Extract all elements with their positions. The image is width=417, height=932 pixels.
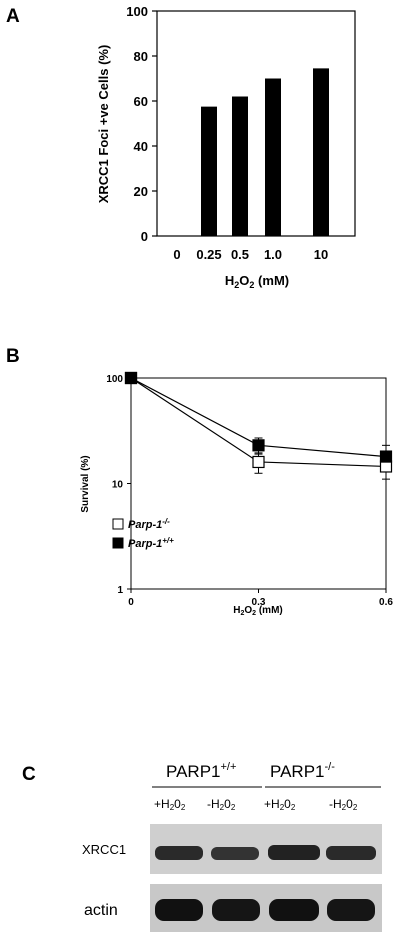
legend-open-square <box>112 518 124 530</box>
blot-band-actin-lane-3 <box>269 899 319 921</box>
y-tick-label: 100 <box>106 374 123 385</box>
y-tick-label: 0 <box>141 229 148 244</box>
x-tick-label: 0 <box>173 247 180 262</box>
bar <box>201 106 217 236</box>
panel-c-letter: C <box>22 764 36 785</box>
blot-band-actin-lane-4 <box>327 899 375 921</box>
y-tick-label: 20 <box>134 184 148 199</box>
bar <box>232 96 248 236</box>
y-tick-label: 1 <box>117 585 123 596</box>
x-tick-label: 0 <box>128 597 134 608</box>
x-tick-label: 0.6 <box>379 597 393 608</box>
chart-a-y-axis-label: XRCC1 Foci +ve Cells (%) <box>96 45 111 204</box>
blot-lane-1-label: +H202 <box>154 797 186 812</box>
blot-lane-3-label: +H202 <box>264 797 296 812</box>
chart-a-x-axis-label: H2O2 (mM) <box>225 273 289 290</box>
blot-group-label-wildtype: PARP1+/+ <box>166 761 236 781</box>
x-tick-label: 0.25 <box>196 247 221 262</box>
legend-label-parp-knockout: Parp-1-/- <box>128 517 170 531</box>
chart-b-legend: Parp-1-/- Parp-1+/+ <box>112 517 174 550</box>
data-point <box>379 450 393 463</box>
legend-label-parp-wildtype: Parp-1+/+ <box>128 536 174 550</box>
blot-band-xrcc1-lane-3 <box>268 845 320 860</box>
chart-b-plot-frame <box>130 377 387 590</box>
panel-b-letter: B <box>6 346 20 367</box>
chart-a-plot-frame <box>156 10 356 237</box>
chart-a-x-ticks: 0 0.25 0.5 1.0 10 <box>173 247 328 262</box>
legend-filled-square <box>112 537 124 549</box>
blot-band-xrcc1-lane-4 <box>326 846 376 860</box>
chart-b-series <box>124 371 393 480</box>
panel-c: C PARP1+/+ PARP1-/- +H202 -H202 +H202 -H… <box>22 761 382 932</box>
y-tick-label: 10 <box>112 480 124 491</box>
blot-band-actin-lane-1 <box>155 899 203 921</box>
chart-b-y-ticks: 1 10 100 <box>106 374 131 596</box>
chart-b-y-axis-label: Survival (%) <box>80 455 91 512</box>
x-tick-label: 0.5 <box>231 247 249 262</box>
data-point <box>252 439 265 452</box>
y-tick-label: 60 <box>134 94 148 109</box>
x-tick-label: 10 <box>314 247 328 262</box>
chart-a-y-ticks: 0 20 40 60 80 100 <box>126 4 157 244</box>
panel-a: A 0 20 40 60 80 100 0 0.25 0.5 1.0 10 XRCC1 Foci … <box>6 4 356 290</box>
blot-band-xrcc1-lane-2 <box>211 847 259 860</box>
blot-band-xrcc1-lane-1 <box>155 846 203 860</box>
data-point <box>252 455 265 469</box>
blot-lane-2-label: -H202 <box>207 797 236 812</box>
chart-a-bars <box>201 68 329 236</box>
chart-b-x-axis-label: H2O2 (mM) <box>233 605 283 617</box>
y-tick-label: 40 <box>134 139 148 154</box>
blot-row-label-actin: actin <box>84 902 118 919</box>
bar <box>265 78 281 236</box>
y-tick-label: 100 <box>126 4 148 19</box>
blot-group-label-knockout: PARP1-/- <box>270 761 335 781</box>
blot-row-label-xrcc1: XRCC1 <box>82 842 126 857</box>
x-tick-label: 0.3 <box>252 597 266 608</box>
y-tick-label: 80 <box>134 49 148 64</box>
bar <box>313 68 329 236</box>
panel-a-letter: A <box>6 6 20 27</box>
chart-b-x-ticks: 0 0.3 0.6 <box>128 589 393 608</box>
blot-band-actin-lane-2 <box>212 899 260 921</box>
x-tick-label: 1.0 <box>264 247 282 262</box>
blot-lane-4-label: -H202 <box>329 797 358 812</box>
data-point <box>124 371 138 385</box>
